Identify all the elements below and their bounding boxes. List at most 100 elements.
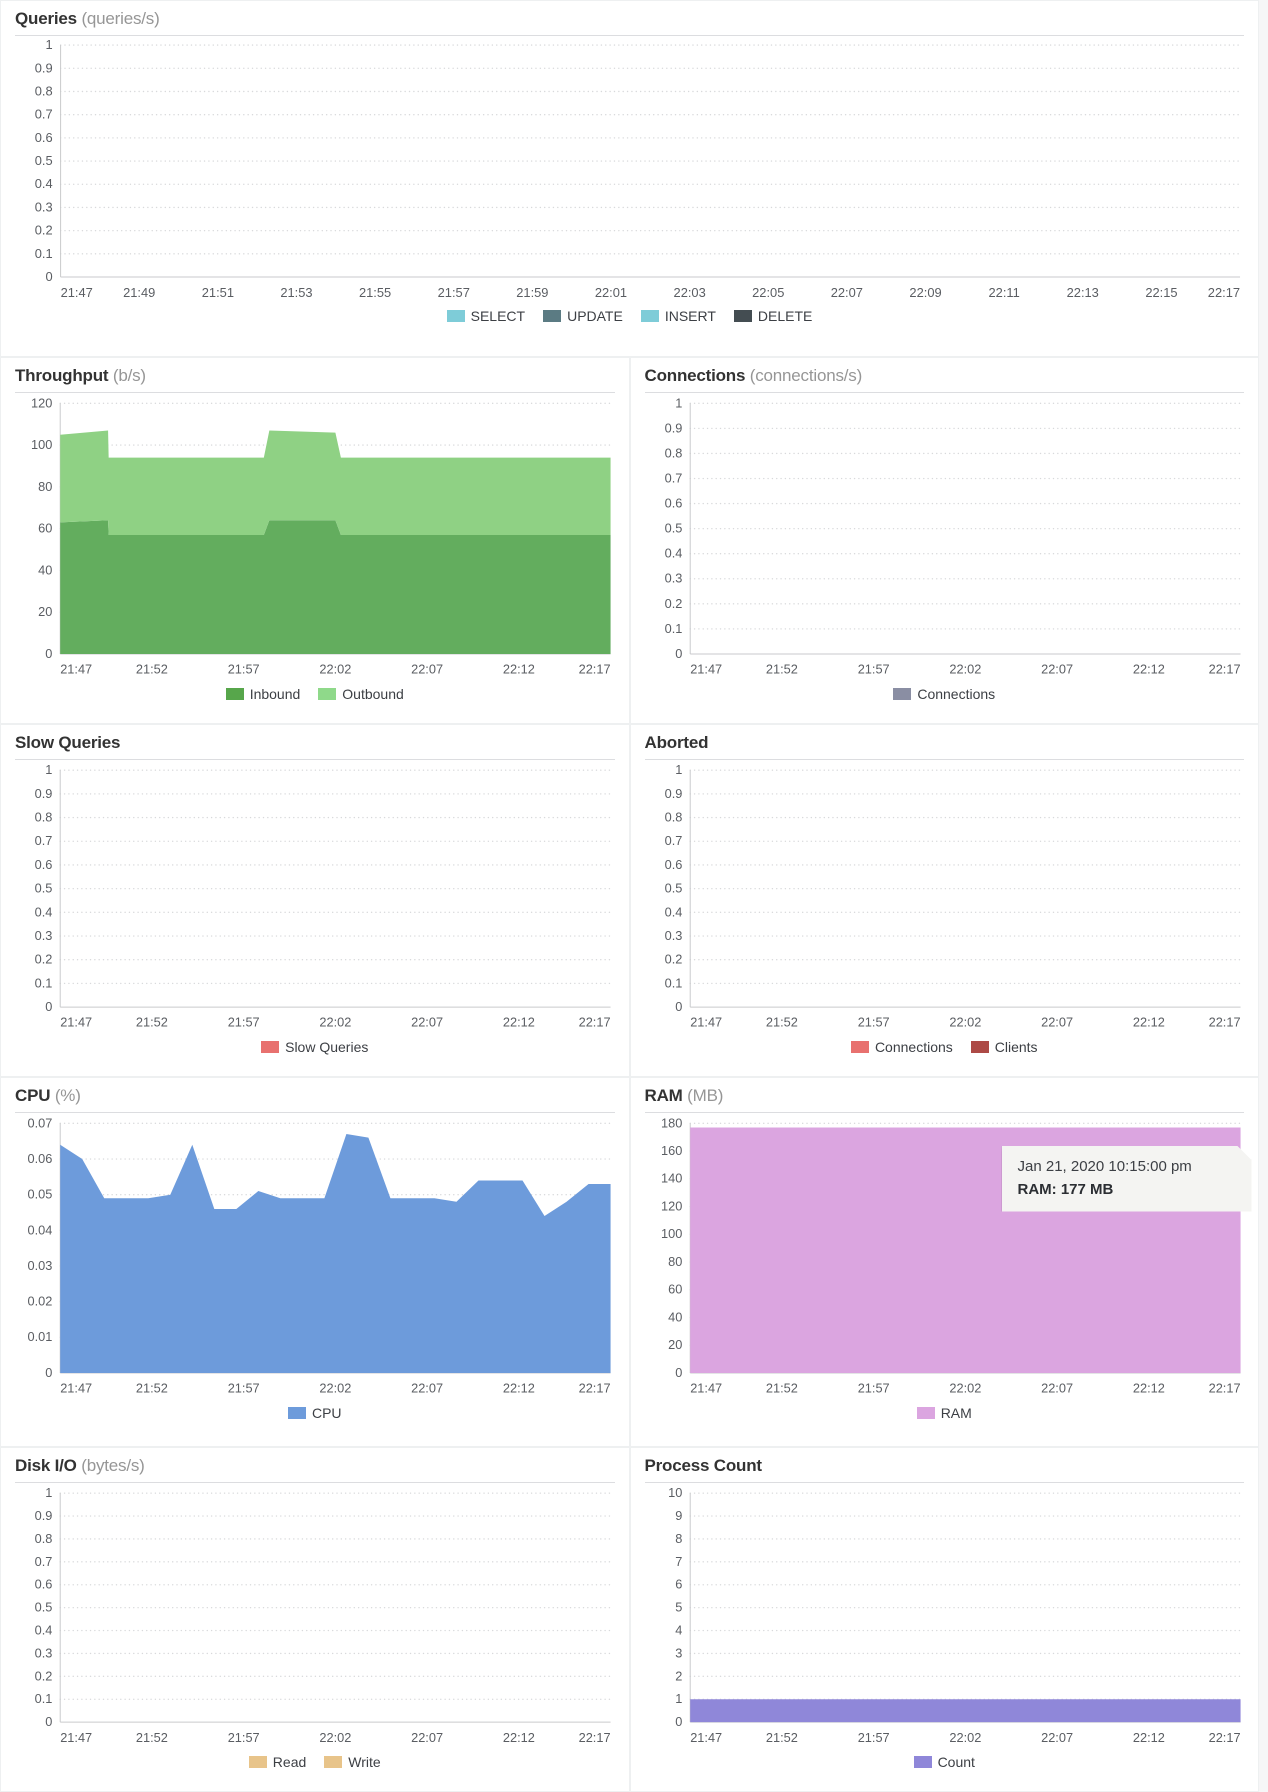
- svg-text:21:52: 21:52: [765, 1015, 797, 1030]
- svg-text:1: 1: [45, 1485, 52, 1500]
- svg-text:22:07: 22:07: [411, 1015, 443, 1030]
- svg-text:22:17: 22:17: [1208, 1381, 1240, 1396]
- svg-text:20: 20: [668, 1337, 682, 1352]
- svg-text:1: 1: [675, 1691, 682, 1706]
- svg-text:22:07: 22:07: [1041, 1015, 1073, 1030]
- svg-text:0.4: 0.4: [35, 1622, 53, 1637]
- svg-text:22:02: 22:02: [949, 662, 981, 677]
- svg-text:21:57: 21:57: [228, 1730, 260, 1745]
- svg-text:0.06: 0.06: [27, 1151, 52, 1166]
- svg-text:0.8: 0.8: [35, 810, 53, 825]
- svg-text:0.8: 0.8: [664, 445, 682, 460]
- svg-text:0.2: 0.2: [35, 223, 53, 238]
- svg-text:0.1: 0.1: [35, 1691, 53, 1706]
- svg-text:21:47: 21:47: [690, 662, 722, 677]
- svg-text:22:03: 22:03: [674, 285, 706, 300]
- svg-text:21:57: 21:57: [438, 285, 470, 300]
- svg-text:0.5: 0.5: [35, 1600, 53, 1615]
- svg-text:21:57: 21:57: [228, 662, 260, 677]
- svg-text:0.3: 0.3: [35, 928, 53, 943]
- svg-text:21:52: 21:52: [136, 1381, 168, 1396]
- svg-text:22:17: 22:17: [579, 1730, 611, 1745]
- svg-text:22:15: 22:15: [1145, 285, 1177, 300]
- svg-text:22:07: 22:07: [831, 285, 863, 300]
- svg-text:21:47: 21:47: [60, 1015, 92, 1030]
- svg-text:0.01: 0.01: [27, 1329, 52, 1344]
- svg-text:22:12: 22:12: [503, 1381, 535, 1396]
- svg-text:0.7: 0.7: [664, 470, 682, 485]
- svg-text:0.2: 0.2: [664, 952, 682, 967]
- svg-text:0.8: 0.8: [35, 1531, 53, 1546]
- svg-text:22:02: 22:02: [949, 1730, 981, 1745]
- svg-text:22:07: 22:07: [1041, 1730, 1073, 1745]
- svg-text:22:12: 22:12: [1132, 662, 1164, 677]
- svg-text:0.6: 0.6: [35, 857, 53, 872]
- svg-text:0.3: 0.3: [664, 571, 682, 586]
- svg-text:22:17: 22:17: [579, 1015, 611, 1030]
- svg-text:2: 2: [675, 1668, 682, 1683]
- svg-text:21:52: 21:52: [136, 1730, 168, 1745]
- svg-text:40: 40: [668, 1309, 682, 1324]
- svg-text:0.2: 0.2: [35, 1668, 53, 1683]
- svg-text:22:13: 22:13: [1067, 285, 1099, 300]
- svg-text:21:47: 21:47: [690, 1730, 722, 1745]
- svg-text:22:07: 22:07: [1041, 1381, 1073, 1396]
- svg-text:0.2: 0.2: [664, 596, 682, 611]
- svg-text:22:17: 22:17: [579, 662, 611, 677]
- svg-text:0.3: 0.3: [35, 1645, 53, 1660]
- svg-text:22:12: 22:12: [1132, 1381, 1164, 1396]
- svg-text:7: 7: [675, 1554, 682, 1569]
- svg-text:22:17: 22:17: [579, 1381, 611, 1396]
- svg-text:21:57: 21:57: [857, 1381, 889, 1396]
- svg-text:180: 180: [661, 1115, 682, 1130]
- svg-text:0.5: 0.5: [664, 521, 682, 536]
- svg-text:0.07: 0.07: [27, 1115, 52, 1130]
- svg-text:0: 0: [45, 269, 52, 284]
- svg-text:22:01: 22:01: [595, 285, 627, 300]
- svg-text:21:57: 21:57: [857, 662, 889, 677]
- svg-text:40: 40: [38, 562, 52, 577]
- svg-text:0.4: 0.4: [35, 904, 53, 919]
- svg-text:0.4: 0.4: [664, 904, 682, 919]
- svg-text:22:07: 22:07: [411, 662, 443, 677]
- svg-text:0.6: 0.6: [35, 1577, 53, 1592]
- svg-text:140: 140: [661, 1171, 682, 1186]
- svg-text:21:52: 21:52: [765, 662, 797, 677]
- svg-text:21:59: 21:59: [516, 285, 548, 300]
- svg-text:22:12: 22:12: [503, 1730, 535, 1745]
- svg-text:21:52: 21:52: [136, 1015, 168, 1030]
- svg-text:0.8: 0.8: [35, 83, 53, 98]
- svg-text:22:07: 22:07: [1041, 662, 1073, 677]
- svg-text:21:47: 21:47: [690, 1381, 722, 1396]
- svg-text:21:47: 21:47: [60, 1730, 92, 1745]
- svg-text:0.04: 0.04: [27, 1222, 52, 1237]
- svg-text:10: 10: [668, 1485, 682, 1500]
- svg-text:0: 0: [675, 999, 682, 1014]
- svg-text:4: 4: [675, 1622, 682, 1637]
- svg-text:60: 60: [38, 521, 52, 536]
- svg-text:0.9: 0.9: [35, 60, 53, 75]
- svg-text:22:02: 22:02: [319, 1381, 351, 1396]
- svg-text:0.02: 0.02: [27, 1294, 52, 1309]
- svg-text:0.1: 0.1: [664, 975, 682, 990]
- svg-text:0.3: 0.3: [664, 928, 682, 943]
- svg-text:21:52: 21:52: [136, 662, 168, 677]
- svg-text:22:02: 22:02: [949, 1015, 981, 1030]
- svg-text:21:57: 21:57: [228, 1015, 260, 1030]
- svg-text:21:57: 21:57: [857, 1730, 889, 1745]
- svg-text:0.1: 0.1: [35, 246, 53, 261]
- svg-text:22:09: 22:09: [909, 285, 941, 300]
- svg-text:0.9: 0.9: [35, 1508, 53, 1523]
- svg-text:21:47: 21:47: [60, 1381, 92, 1396]
- svg-text:1: 1: [675, 762, 682, 777]
- svg-text:0.7: 0.7: [35, 1554, 53, 1569]
- svg-text:0.5: 0.5: [664, 881, 682, 896]
- svg-text:21:57: 21:57: [228, 1381, 260, 1396]
- svg-text:0.7: 0.7: [35, 107, 53, 122]
- svg-text:160: 160: [661, 1143, 682, 1158]
- svg-text:22:07: 22:07: [411, 1381, 443, 1396]
- svg-text:0.6: 0.6: [664, 496, 682, 511]
- svg-text:80: 80: [668, 1254, 682, 1269]
- svg-text:0.03: 0.03: [27, 1258, 52, 1273]
- svg-text:0.4: 0.4: [35, 176, 53, 191]
